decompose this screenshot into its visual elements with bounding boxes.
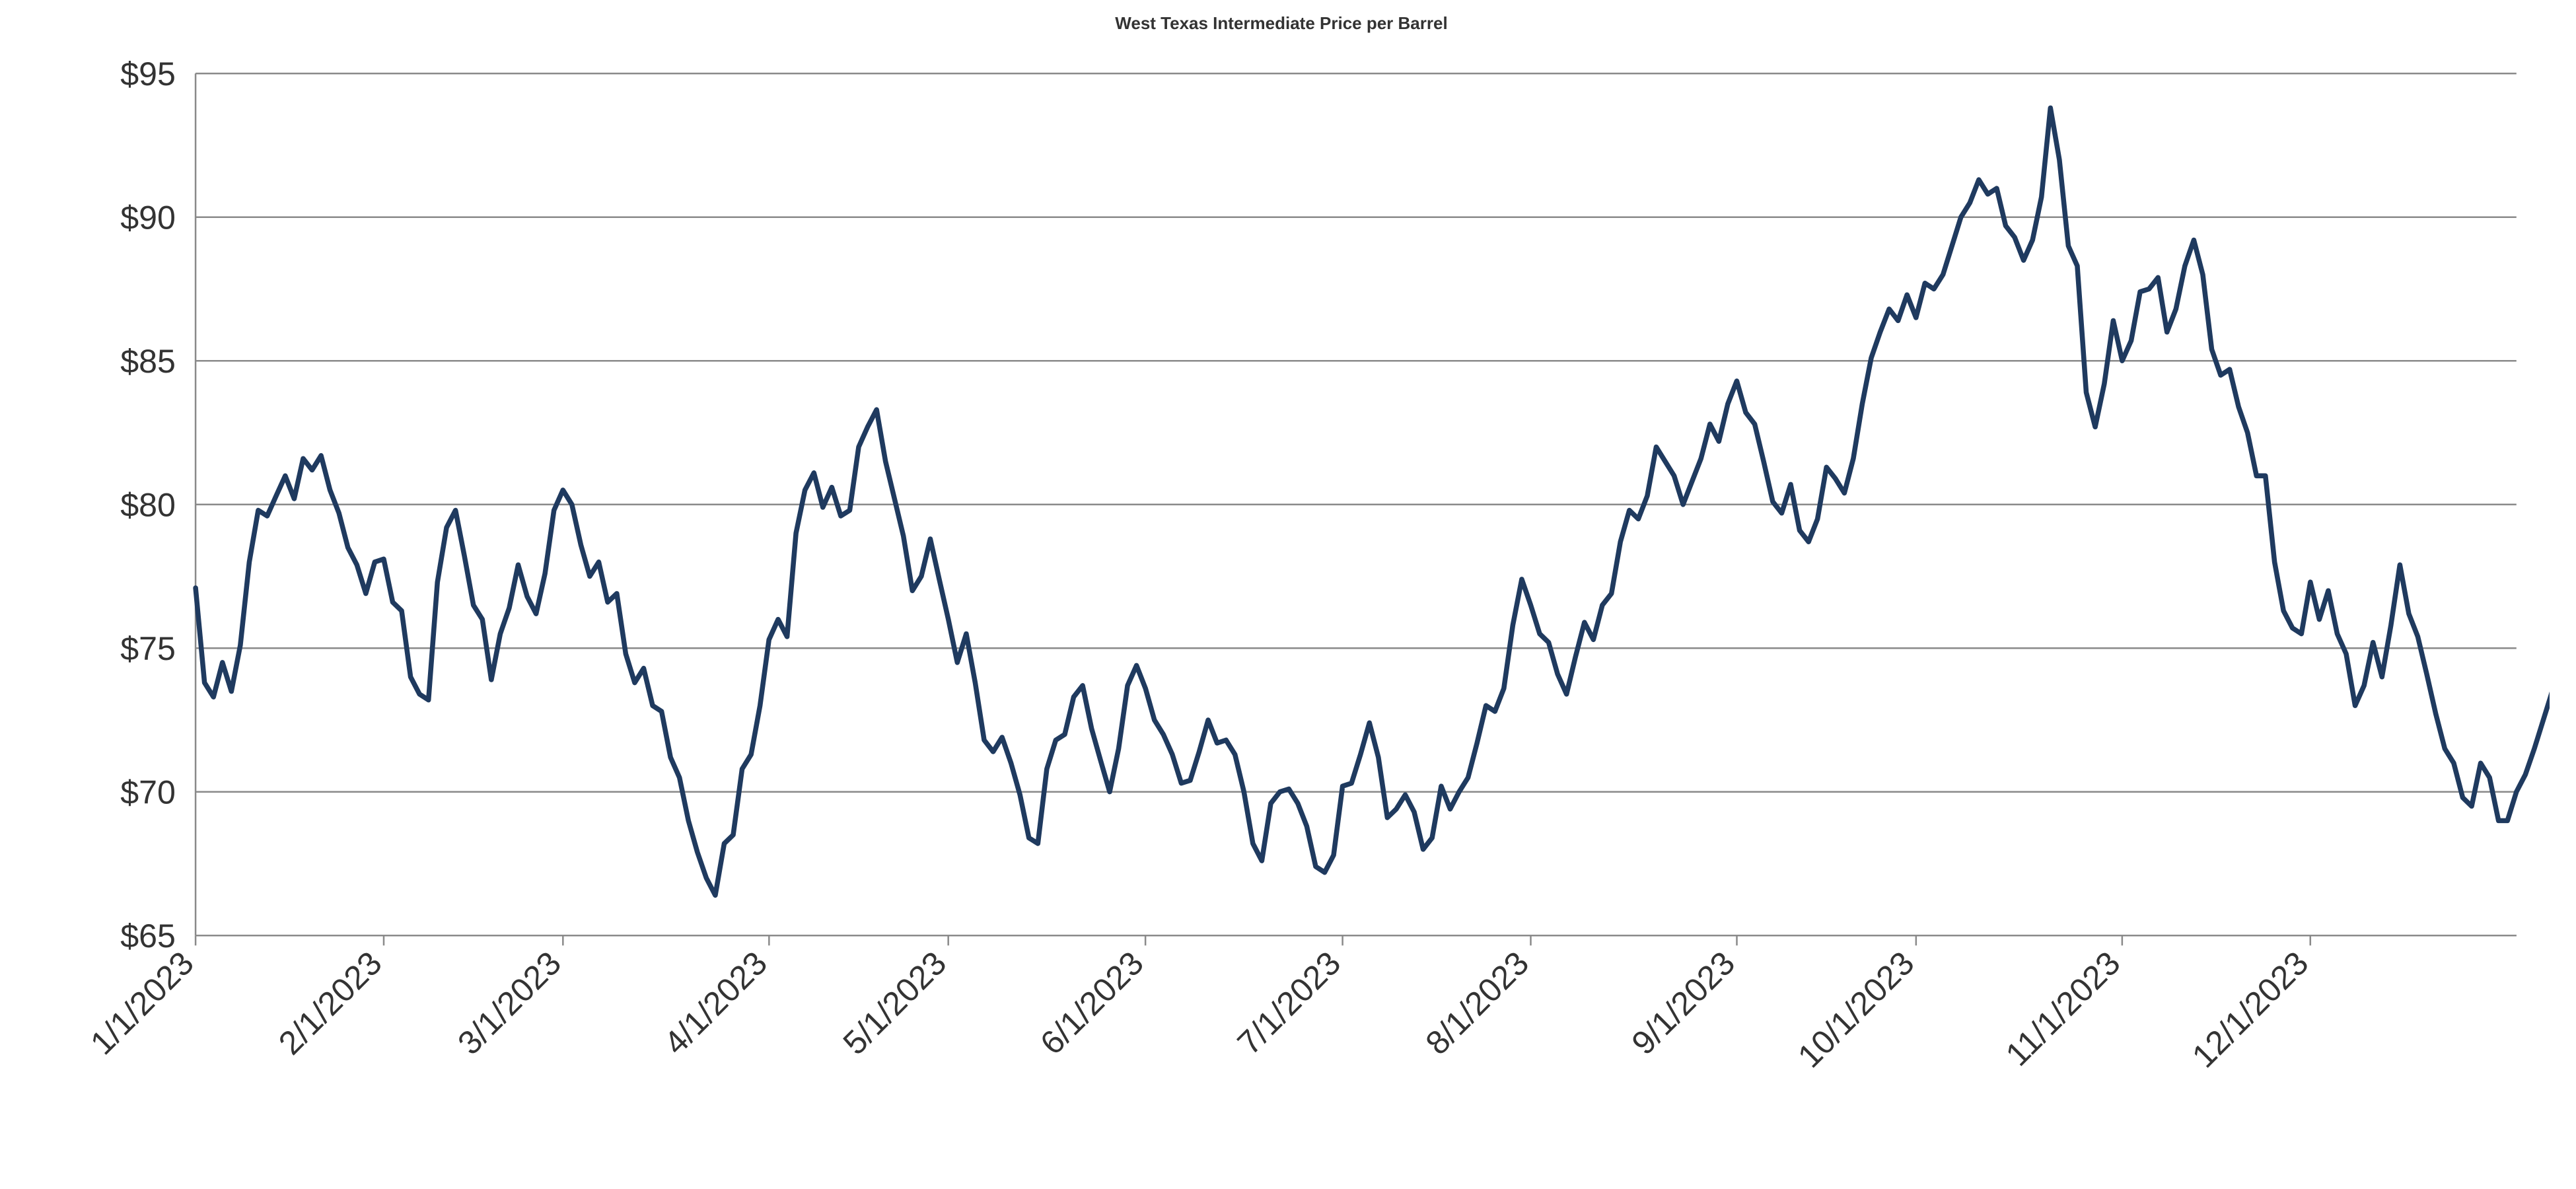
- y-tick-label: $65: [120, 918, 176, 955]
- chart-title: West Texas Intermediate Price per Barrel: [13, 13, 2550, 34]
- y-tick-label: $75: [120, 630, 176, 667]
- y-tick-label: $90: [120, 199, 176, 236]
- y-tick-label: $95: [120, 55, 176, 92]
- y-tick-label: $70: [120, 774, 176, 811]
- line-chart: $65$70$75$80$85$90$951/1/20232/1/20233/1…: [13, 40, 2550, 1151]
- chart-container: West Texas Intermediate Price per Barrel…: [0, 0, 2576, 1165]
- y-tick-label: $85: [120, 343, 176, 380]
- y-tick-label: $80: [120, 486, 176, 523]
